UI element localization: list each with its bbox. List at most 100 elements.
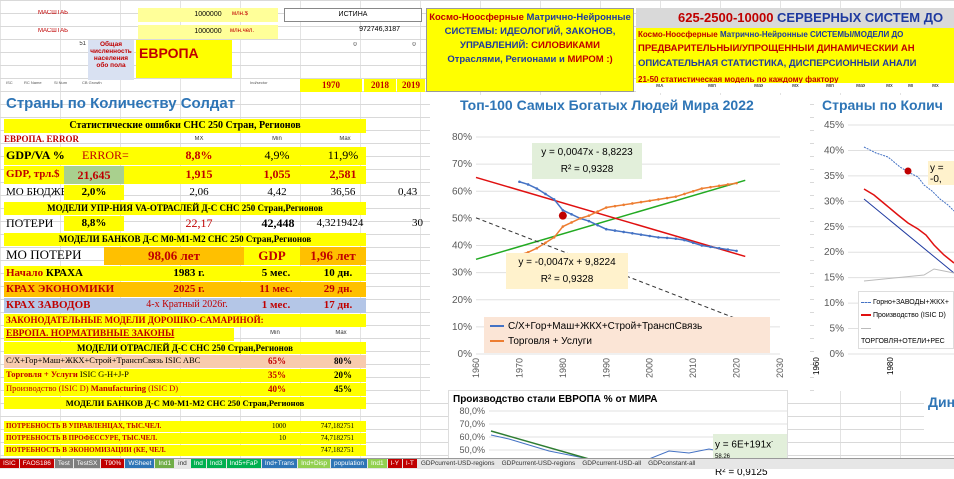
- cell-zero-b[interactable]: 0: [412, 42, 416, 48]
- col-head: Mx: [932, 84, 939, 89]
- sheet-tab[interactable]: Ind5+FaP: [226, 459, 261, 468]
- sheet-tab[interactable]: ISIC: [0, 459, 19, 468]
- laws-line2[interactable]: ЕВРОПА. НОРМАТИВНЫЕ ЗАКОНЫ: [4, 328, 234, 341]
- need-2-label: ПОТРЕБНОСТЬ В ПРОФЕССУРЕ, ТЫС.ЧЕЛ.: [6, 434, 158, 442]
- year-cell-2018[interactable]: 2018: [364, 79, 396, 92]
- need-row-1[interactable]: ПОТРЕБНОСТЬ В УПРАВЛЕНЦАХ, ТЫС.ЧЕЛ. 1000…: [4, 421, 366, 432]
- need-row-2[interactable]: ПОТРЕБНОСТЬ В ПРОФЕССУРЕ, ТЫС.ЧЕЛ. 10 74…: [4, 433, 366, 444]
- need-1-v2: 747,182751: [320, 422, 354, 430]
- mo-losses-years: 98,06 лет: [104, 247, 244, 265]
- crossover-marker: [558, 211, 567, 220]
- sheet-tab[interactable]: population: [330, 459, 367, 468]
- row-crisis-plants[interactable]: КРАХ ЗАВОДОВ 4-х Кратный 2026г. 1 мес. 1…: [4, 298, 366, 313]
- stats-error-label[interactable]: ЕВРОПА. ERROR: [4, 134, 79, 144]
- sheet-tab[interactable]: Ind: [190, 459, 206, 468]
- stats-title[interactable]: Статистические ошибки СНС 250 Стран, Рег…: [4, 119, 366, 133]
- mupr-title[interactable]: МОДЕЛИ УПР-НИЯ VA-ОТРАСЛЕЙ Д-С СНС 250 С…: [4, 202, 366, 215]
- col-head: Min: [826, 84, 835, 89]
- sheet-tab[interactable]: FAOS186: [19, 459, 54, 468]
- sheet-tab[interactable]: ind: [175, 459, 190, 468]
- need-1-v1: 1000: [272, 422, 286, 430]
- row-label: ISC: [6, 81, 13, 85]
- chart-right-title: Страны по Колич: [822, 97, 943, 113]
- banks1-title[interactable]: МОДЕЛИ БАНКОВ Д-С М0-М1-М2 СНС 250 Стран…: [4, 233, 366, 246]
- chart-steel[interactable]: Производство стали ЕВРОПА % от МИРА 80,0…: [448, 390, 788, 478]
- crisis-start-days: 10 дн.: [323, 267, 353, 279]
- budget-mx: 2,06: [189, 186, 209, 198]
- cell-scale-label-1[interactable]: МАСШТАБ: [38, 10, 69, 16]
- series-line: [490, 434, 590, 459]
- sheet-tab[interactable]: GDPcurrent-USD-regions: [498, 459, 579, 468]
- cell-population-value[interactable]: 972746,3187: [359, 26, 400, 33]
- branch-row-2[interactable]: Торговля + Услуги ISIC G-H+J-P 35% 20%: [4, 369, 366, 382]
- data-point: [578, 217, 582, 220]
- mo-losses-gdp: GDP: [244, 247, 300, 265]
- row-gdpva[interactable]: GDP/VA % ERROR= 8,8% 4,9% 11,9%: [4, 147, 366, 165]
- sheet-tab[interactable]: Ind3: [206, 459, 226, 468]
- need-3-label: ПОТРЕБНОСТЬ В ЭКОНОМИЗАЦИИ (КЕ, ЧЕЛ.: [6, 446, 166, 454]
- cell-unit-people[interactable]: млн.чел.: [230, 28, 255, 34]
- row-budget[interactable]: МО БЮДЖЕ 2,0% 2,06 4,42 36,56 0,43: [4, 185, 444, 201]
- need-row-3[interactable]: ПОТРЕБНОСТЬ В ЭКОНОМИЗАЦИИ (КЕ, ЧЕЛ. 747…: [4, 445, 366, 456]
- sheet-tab[interactable]: Ind1: [155, 459, 175, 468]
- col-head: Mx: [886, 84, 893, 89]
- sheet-tabs: ISIC FAOS186 Test TestSX T90% WSheet Ind1 ind In…: [0, 458, 954, 469]
- steel-eq: y = 6E+191x-58,26: [715, 439, 774, 460]
- chart-right-legend: Горно+ЗАВОДЫ+ЖКХ+ Производство (ISIC D) …: [858, 291, 954, 349]
- cell-region[interactable]: ЕВРОПА: [136, 40, 232, 78]
- x-tick-label: 1960: [471, 358, 481, 378]
- cell-unit-usd[interactable]: млн.$: [232, 11, 248, 17]
- year-cell-2019[interactable]: 2019: [397, 79, 425, 92]
- cell-scale-value-1[interactable]: 1000000: [138, 8, 278, 22]
- col-head: Max: [856, 84, 866, 89]
- sheet-tab[interactable]: T90%: [101, 459, 125, 468]
- banner2-line2: Космо-Ноосферные Матрично-Нейронные СИСТ…: [638, 30, 904, 39]
- sheet-tab[interactable]: Test: [54, 459, 73, 468]
- cell-population-label[interactable]: Общая численность населения обо пола: [88, 40, 134, 80]
- laws-line1[interactable]: ЗАКОНОДАТЕЛЬНЫЕ МОДЕЛИ ДОРОШКО-САМАРИНОЙ…: [4, 314, 366, 327]
- sheet-tab[interactable]: TestSX: [73, 459, 101, 468]
- chart-din[interactable]: Дин: [924, 392, 954, 432]
- row-mo-losses[interactable]: МО ПОТЕРИ 98,06 лет GDP 1,96 лет: [4, 247, 366, 265]
- branch-row-1[interactable]: С/Х+Гор+Маш+ЖКХ+Строй+ТранспСвязь ISIC A…: [4, 355, 366, 368]
- chart-richest-people[interactable]: Топ-100 Самых Богатых Людей Мира 2022 0%…: [430, 95, 810, 391]
- cell-scale-value-2[interactable]: 1000000: [138, 25, 278, 39]
- cell-scale-label-2[interactable]: МАСШТАБ: [38, 28, 69, 34]
- sheet-tab[interactable]: I-Y: [387, 459, 402, 468]
- x-tick-label: 2020: [732, 358, 742, 378]
- chart-soldiers-right[interactable]: Страны по Колич 45% 40% 35% 30% 25% 20% 15% 10%…: [812, 95, 954, 391]
- branch-1-max: 80%: [334, 356, 352, 366]
- section-title-soldiers[interactable]: Страны по Количеству Солдат: [6, 95, 236, 112]
- banner-systems[interactable]: Космо-Ноосферные Матрично-Нейронные СИСТ…: [426, 8, 634, 92]
- sheet-tab[interactable]: GDPcurrent-USD-all: [579, 459, 645, 468]
- sheet-tab[interactable]: Ind+Trans: [261, 459, 298, 468]
- sheet-tab[interactable]: WSheet: [125, 459, 155, 468]
- branch-1-min: 65%: [268, 356, 286, 366]
- series-line: [519, 182, 737, 256]
- row-crisis-start[interactable]: Начало КРАХА 1983 г. 5 мес. 10 дн.: [4, 266, 366, 281]
- crisis-start-year: 1983 г.: [173, 267, 205, 279]
- cell-zero-a[interactable]: 0: [353, 42, 357, 48]
- year-cell-1970[interactable]: 1970: [300, 79, 362, 92]
- col-head: MX: [656, 84, 664, 89]
- series-line: [519, 181, 737, 252]
- losses-v2: 42,448: [261, 217, 295, 230]
- sheet-tab[interactable]: Ind+Disp: [298, 459, 330, 468]
- cell-truth[interactable]: ИСТИНА: [284, 8, 422, 22]
- banner-servers[interactable]: 625-2500-10000 СЕРВЕРНЫХ СИСТЕМ ДО Космо…: [636, 8, 954, 92]
- cell-num-51[interactable]: 51: [79, 41, 86, 47]
- branch-row-3[interactable]: Производство (ISIC D) Manufacturing (ISI…: [4, 383, 366, 396]
- sheet-tab[interactable]: I-T: [402, 459, 417, 468]
- banks2-title[interactable]: МОДЕЛИ БАНКОВ Д-С М0-М1-М2 СНС 250 Стран…: [4, 397, 366, 409]
- gdp-max: 2,581: [329, 168, 357, 181]
- sheet-tab[interactable]: GDPcurrent-USD-regions: [417, 459, 498, 468]
- sheet-tab[interactable]: Ind1: [367, 459, 387, 468]
- y-tick-label: 10%: [452, 322, 472, 333]
- row-gdp[interactable]: GDP, трл.$ 21,645 1,915 1,055 2,581: [4, 166, 366, 184]
- branches-title[interactable]: МОДЕЛИ ОТРАСЛЕЙ Д-С СНС 250 Стран,Регион…: [4, 342, 366, 354]
- losses-v4: 30: [412, 217, 423, 229]
- row-crisis-economy[interactable]: КРАХ ЭКОНОМИКИ 2025 г. 11 мес. 29 дн.: [4, 282, 366, 297]
- sheet-tab[interactable]: GDPconstant-all: [645, 459, 699, 468]
- row-losses[interactable]: ПОТЕРИ 8,8% 22,17 42,448 4,3219424 30: [4, 216, 444, 232]
- data-point: [639, 233, 643, 236]
